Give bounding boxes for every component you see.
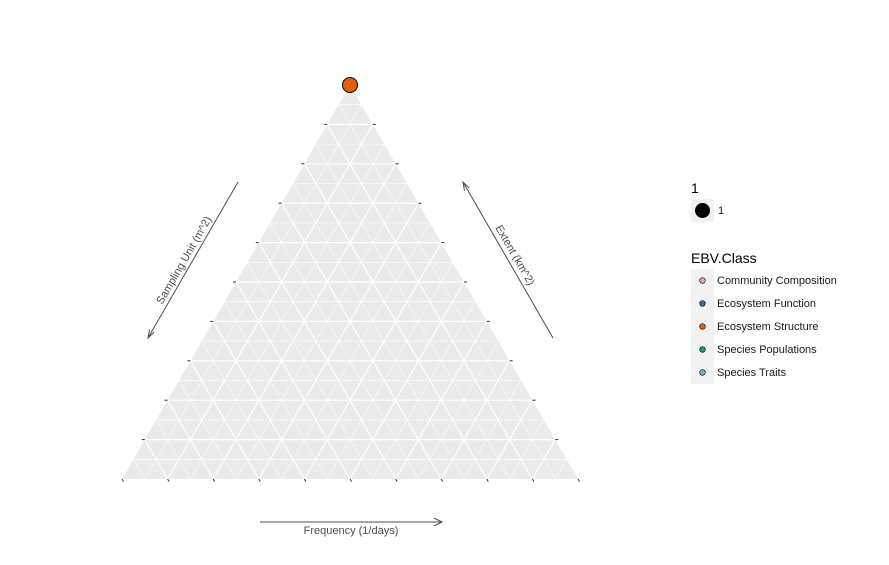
grid-line-frequency [155, 419, 191, 480]
grid-line-extent [235, 183, 408, 480]
grid-line-extent [486, 399, 533, 480]
tick-bottom [349, 478, 352, 482]
color-legend-title: EBV.Class [691, 250, 757, 266]
legend-dot-species-traits [699, 369, 706, 376]
bottom-axis-arrow [260, 517, 444, 527]
grid-line-extent [440, 360, 511, 480]
color-legend-item-ecosystem-function: Ecosystem Function [691, 292, 816, 315]
size-legend: 1 1 [691, 180, 724, 222]
grid-line-extent [509, 419, 545, 480]
grid-line-frequency [292, 183, 465, 480]
ternary-grid [133, 104, 567, 480]
tick-bottom [303, 478, 307, 482]
data-point [342, 77, 358, 93]
tick-bottom [258, 478, 261, 482]
tick-bottom [395, 478, 398, 482]
grid-line-frequency [167, 399, 214, 480]
tick-bottom [121, 478, 124, 482]
grid-line-frequency [178, 380, 237, 480]
grid-line-frequency [133, 459, 146, 480]
grid-line-extent [554, 459, 567, 480]
data-points [342, 77, 358, 93]
right-axis-arrow [462, 180, 554, 339]
size-legend-symbol [695, 203, 710, 218]
grid-line-extent [144, 104, 362, 480]
tick-bottom [212, 478, 216, 482]
left-axis-arrow [147, 181, 239, 340]
color-legend-item-ecosystem-structure: Ecosystem Structure [691, 315, 818, 338]
legend-label-species-traits: Species Traits [717, 367, 787, 379]
tick-bottom [486, 478, 489, 482]
tick-bottom [577, 478, 580, 482]
legend-dot-community-composition [699, 277, 706, 284]
ternary-ticks [121, 123, 580, 482]
right-axis-title: Extent (km^2) [493, 223, 537, 287]
grid-line-extent [281, 222, 431, 480]
grid-line-frequency [269, 222, 419, 480]
grid-line-frequency [247, 262, 374, 480]
grid-line-frequency [224, 301, 328, 480]
grid-line-frequency [201, 340, 282, 480]
size-legend-title: 1 [691, 180, 699, 196]
grid-line-frequency [212, 321, 305, 480]
left-axis-title: Sampling Unit (m^2) [154, 214, 214, 306]
legend-label-ecosystem-function: Ecosystem Function [717, 298, 816, 310]
color-legend-item-species-populations: Species Populations [691, 338, 817, 361]
legend-label-community-composition: Community Composition [717, 275, 837, 287]
color-legend: EBV.Class Community Composition Ecosyste… [691, 250, 837, 384]
grid-line-extent [372, 301, 476, 480]
legend-label-ecosystem-structure: Ecosystem Structure [717, 321, 818, 333]
grid-line-extent [190, 143, 385, 480]
color-legend-item-community-composition: Community Composition [691, 269, 837, 292]
grid-line-extent [395, 321, 488, 480]
grid-line-frequency [189, 360, 260, 480]
bottom-axis-title: Frequency (1/days) [304, 525, 399, 537]
grid-line-extent [349, 281, 465, 480]
grid-line-extent [531, 439, 556, 480]
legend-dot-ecosystem-structure [699, 323, 706, 330]
grid-line-extent [418, 340, 499, 480]
size-legend-label: 1 [718, 205, 724, 217]
grid-line-extent [463, 380, 522, 480]
color-legend-item-species-traits: Species Traits [691, 361, 787, 384]
grid-line-frequency [315, 143, 510, 480]
tick-bottom [531, 478, 535, 482]
tick-bottom [167, 478, 170, 482]
tick-bottom [440, 478, 444, 482]
grid-line-frequency [338, 104, 556, 480]
legend-dot-ecosystem-function [699, 300, 706, 307]
grid-line-frequency [144, 439, 169, 480]
legend-dot-species-populations [699, 346, 706, 353]
grid-line-frequency [235, 281, 351, 480]
grid-line-extent [326, 262, 453, 480]
legend-label-species-populations: Species Populations [717, 344, 817, 356]
